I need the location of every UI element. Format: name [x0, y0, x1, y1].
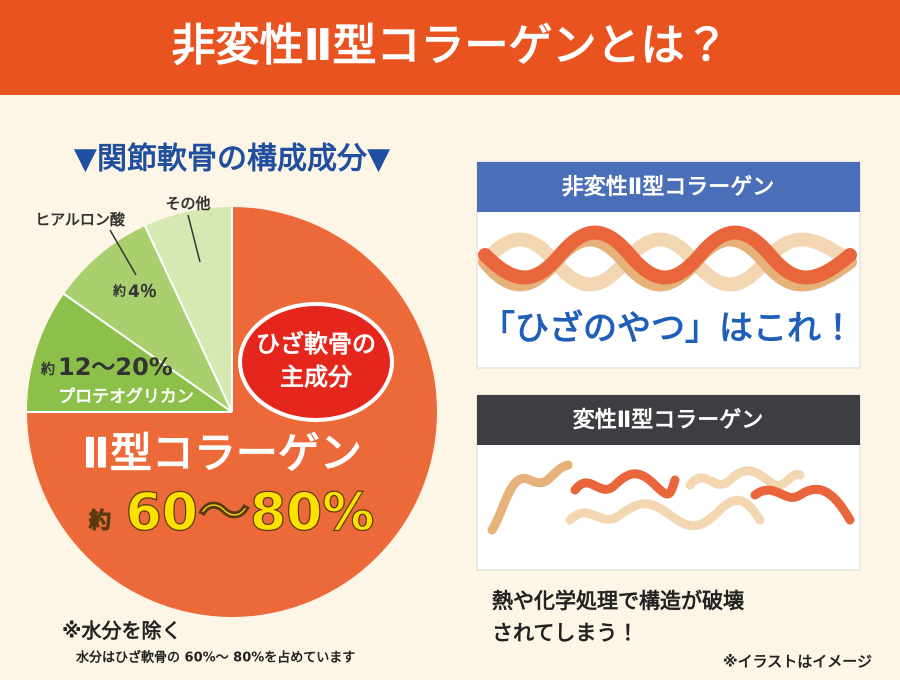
strand: [565, 495, 765, 531]
other-label: その他: [165, 195, 210, 213]
proteoglycan-amount: 12～20%: [58, 353, 173, 381]
panel-denatured-header: [477, 395, 860, 445]
strand: [750, 484, 855, 525]
hyaluronic-amount: 4％: [128, 282, 157, 302]
header-title: 非変性Ⅱ型コラーゲンとは？: [172, 20, 729, 71]
collagen-amount: 60～80%: [126, 483, 375, 543]
panel-native-caption: 「ひざのやつ」はこれ！: [481, 309, 855, 349]
pie-note: ※水分を除く: [62, 619, 181, 643]
hyaluronic-prefix: 約: [112, 284, 126, 300]
header-band: [0, 0, 900, 95]
strand: [487, 460, 573, 535]
other-slice: [145, 206, 232, 412]
strand: [570, 469, 680, 499]
badge-line1: ひざ軟骨の: [256, 330, 376, 358]
strand: [685, 466, 805, 490]
pie-heading: ▼関節軟骨の構成成分▼: [74, 142, 390, 177]
hyaluronic-label: ヒアルロン酸: [35, 211, 126, 229]
panel-denatured-caption-1: 熱や化学処理で構造が破壊: [492, 589, 745, 613]
strand: [478, 225, 857, 285]
proteoglycan-label: プロテオグリカン: [58, 386, 194, 407]
panel-denatured-title: 変性Ⅱ型コラーゲン: [573, 408, 764, 433]
panel-denatured-caption-2: されてしまう！: [492, 621, 638, 645]
strand: [478, 232, 857, 292]
proteoglycan-prefix: 約: [40, 361, 55, 378]
slice-separators: [27, 207, 233, 413]
collagen-label: Ⅱ型コラーゲン: [82, 429, 362, 478]
broken-strands: [487, 460, 855, 535]
badge-line2: 主成分: [280, 363, 353, 391]
hyaluronic-slice: [64, 226, 232, 412]
panel-native-title: 非変性Ⅱ型コラーゲン: [562, 175, 775, 200]
other-leader: [187, 214, 201, 263]
hyaluronic-leader: [109, 229, 137, 276]
pie-subnote: 水分はひざ軟骨の 60%～ 80%を占めています: [75, 650, 355, 666]
triple-helix: [478, 225, 857, 292]
panel-native-header: [477, 162, 860, 212]
collagen-badge: [238, 302, 394, 422]
collagen-prefix: 約: [88, 508, 111, 534]
proteoglycan-slice: [26, 294, 233, 412]
footnote: ※イラストはイメージ: [723, 653, 872, 671]
